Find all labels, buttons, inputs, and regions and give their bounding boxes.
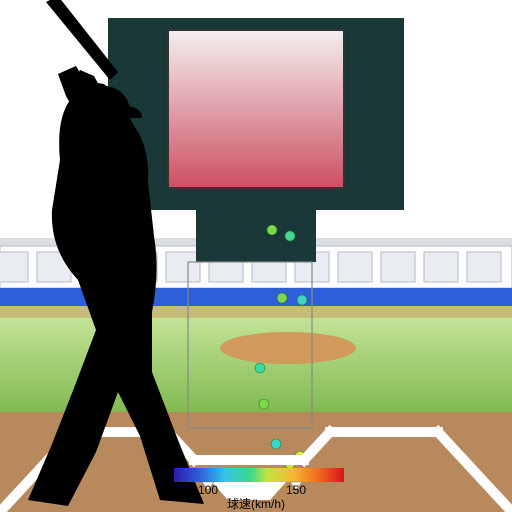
stadium-seat-block bbox=[166, 252, 200, 282]
pitch-location-chart: 100 150球速(km/h) bbox=[0, 0, 512, 512]
stadium-seat-block bbox=[0, 252, 28, 282]
stadium-wall bbox=[0, 306, 512, 318]
pitch-marker bbox=[277, 293, 287, 303]
scoreboard-stem bbox=[196, 210, 316, 262]
pitch-marker bbox=[259, 399, 269, 409]
colorbar-tick-label: 150 bbox=[286, 483, 306, 497]
stadium-seat-block bbox=[338, 252, 372, 282]
pitch-marker bbox=[267, 225, 277, 235]
colorbar bbox=[174, 468, 344, 482]
pitch-marker bbox=[285, 231, 295, 241]
stadium-seat-block bbox=[467, 252, 501, 282]
stadium-seat-block bbox=[424, 252, 458, 282]
colorbar-label: 球速(km/h) bbox=[227, 497, 285, 511]
pitch-marker bbox=[297, 295, 307, 305]
colorbar-tick-label: 100 bbox=[198, 483, 218, 497]
pitch-marker bbox=[271, 439, 281, 449]
scoreboard-screen bbox=[168, 30, 344, 188]
stadium-seat-block bbox=[381, 252, 415, 282]
pitch-marker bbox=[255, 363, 265, 373]
stadium-blue-band bbox=[0, 288, 512, 306]
pitchers-mound bbox=[220, 332, 356, 364]
bat-icon bbox=[46, 0, 118, 80]
